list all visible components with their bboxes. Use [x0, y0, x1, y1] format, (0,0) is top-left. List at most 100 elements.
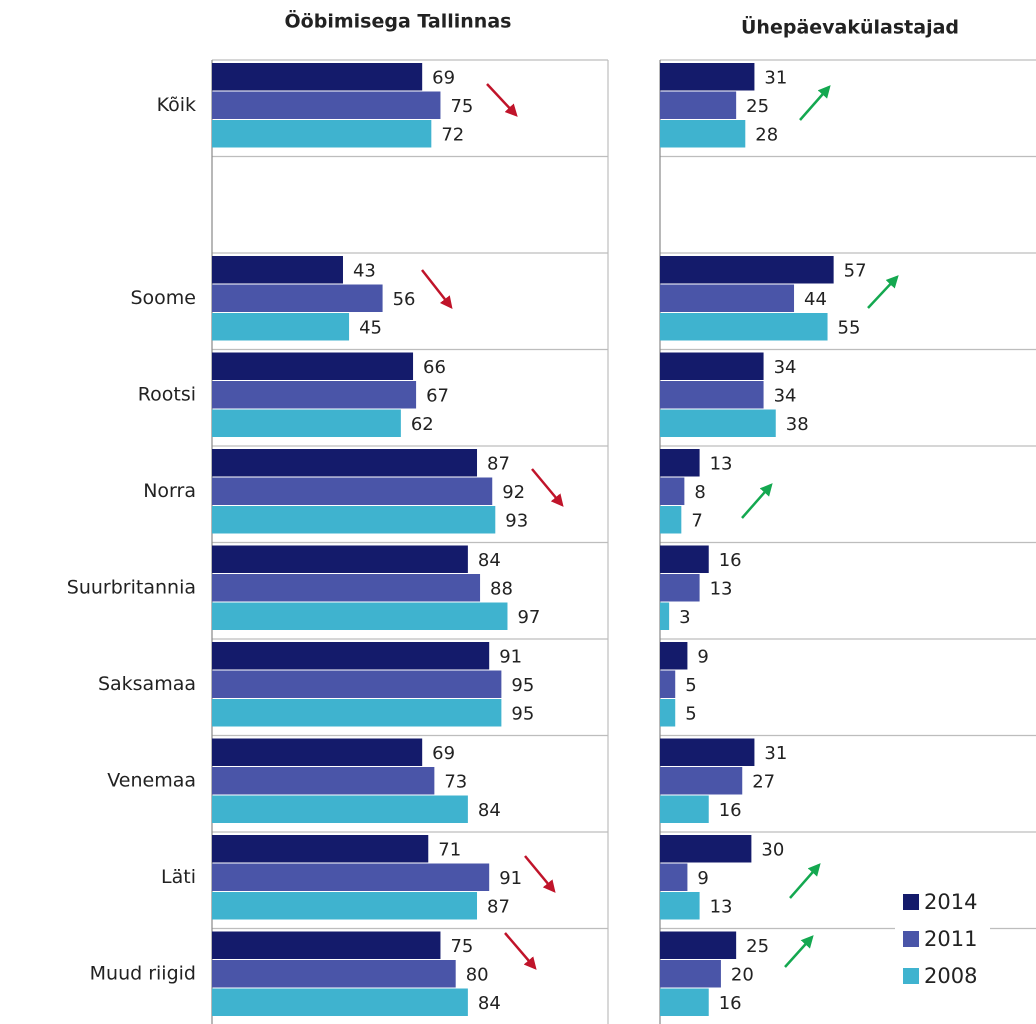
bar: [660, 699, 676, 727]
bar: [212, 91, 441, 119]
bar: [660, 449, 700, 477]
trend-arrow: [504, 932, 537, 970]
value-label: 66: [423, 357, 446, 378]
bar: [212, 931, 441, 959]
bar: [660, 642, 688, 670]
value-label: 27: [752, 771, 775, 792]
value-label: 91: [499, 646, 522, 667]
bar: [212, 670, 502, 698]
value-label: 16: [719, 993, 742, 1014]
bar: [660, 960, 721, 988]
value-label: 34: [774, 357, 797, 378]
y-tick-label: Läti: [161, 866, 196, 888]
value-label: 91: [499, 868, 522, 889]
value-label: 95: [511, 675, 534, 696]
plot: 6943668784916971757556679288957391807245…: [67, 59, 1036, 1024]
bar: [212, 602, 508, 630]
value-label: 97: [517, 607, 540, 628]
value-label: 84: [478, 550, 501, 571]
bar: [212, 642, 490, 670]
chart-title: Ööbimisega Tallinnas: [285, 9, 512, 33]
bar: [660, 506, 682, 534]
bar: [212, 381, 417, 409]
bar: [212, 449, 478, 477]
value-label: 45: [359, 317, 382, 338]
bar: [660, 892, 700, 920]
legend-swatch: [903, 931, 919, 947]
bar: [212, 767, 435, 795]
value-label: 28: [755, 124, 778, 145]
value-label: 8: [694, 482, 705, 503]
value-label: 31: [764, 67, 787, 88]
value-label: 38: [786, 414, 809, 435]
bar: [212, 738, 423, 766]
bar: [660, 795, 709, 823]
value-label: 80: [466, 964, 489, 985]
value-label: 95: [511, 703, 534, 724]
value-label: 16: [719, 550, 742, 571]
bar: [212, 960, 456, 988]
trend-arrow: [524, 855, 556, 893]
legend-label: 2008: [924, 964, 977, 988]
value-label: 73: [444, 771, 467, 792]
value-label: 57: [844, 260, 867, 281]
bar: [212, 256, 343, 284]
bar: [660, 767, 743, 795]
legend-swatch: [903, 968, 919, 984]
value-label: 67: [426, 385, 449, 406]
trend-arrow: [867, 275, 899, 309]
value-label: 69: [432, 67, 455, 88]
bar: [212, 699, 502, 727]
bar: [660, 835, 752, 863]
value-label: 75: [450, 936, 473, 957]
value-label: 25: [746, 96, 769, 117]
value-label: 5: [685, 675, 696, 696]
value-label: 84: [478, 800, 501, 821]
trend-arrows: [421, 83, 899, 970]
y-tick-label: Norra: [143, 480, 196, 502]
bar: [660, 545, 709, 573]
trend-arrow: [486, 83, 518, 117]
bar: [660, 409, 776, 437]
value-label: 7: [691, 510, 702, 531]
legend-swatch: [903, 894, 919, 910]
legend: 2014 2011 2008: [895, 878, 990, 994]
trend-arrow: [421, 269, 453, 309]
y-tick-label: Suurbritannia: [67, 576, 196, 598]
trend-arrow: [741, 483, 773, 519]
value-label: 9: [697, 868, 708, 889]
value-label: 30: [761, 839, 784, 860]
bar: [660, 670, 676, 698]
bar: [660, 738, 755, 766]
bar: [660, 120, 746, 148]
bar: [660, 863, 688, 891]
value-label: 5: [685, 703, 696, 724]
value-label: 62: [411, 414, 434, 435]
bar: [212, 892, 478, 920]
bar: [212, 63, 423, 91]
bar: [660, 381, 764, 409]
value-label: 55: [838, 317, 861, 338]
bar: [212, 313, 350, 341]
bar: [212, 863, 490, 891]
legend-label: 2014: [924, 890, 977, 914]
value-label: 72: [441, 124, 464, 145]
bar: [212, 352, 414, 380]
chart-title: Ühepäevakülastajad: [741, 15, 959, 39]
value-label: 88: [490, 578, 513, 599]
value-label: 87: [487, 896, 510, 917]
value-label: 56: [393, 289, 416, 310]
bar: [660, 284, 795, 312]
trend-arrow: [531, 468, 564, 507]
value-label: 84: [478, 993, 501, 1014]
bar: [212, 545, 468, 573]
bar: [660, 352, 764, 380]
value-label: 13: [710, 578, 733, 599]
bar: [212, 988, 468, 1016]
bar: [212, 795, 468, 823]
y-tick-label: Soome: [130, 287, 196, 309]
bar: [212, 506, 496, 534]
bar: [212, 284, 383, 312]
bar: [212, 835, 429, 863]
